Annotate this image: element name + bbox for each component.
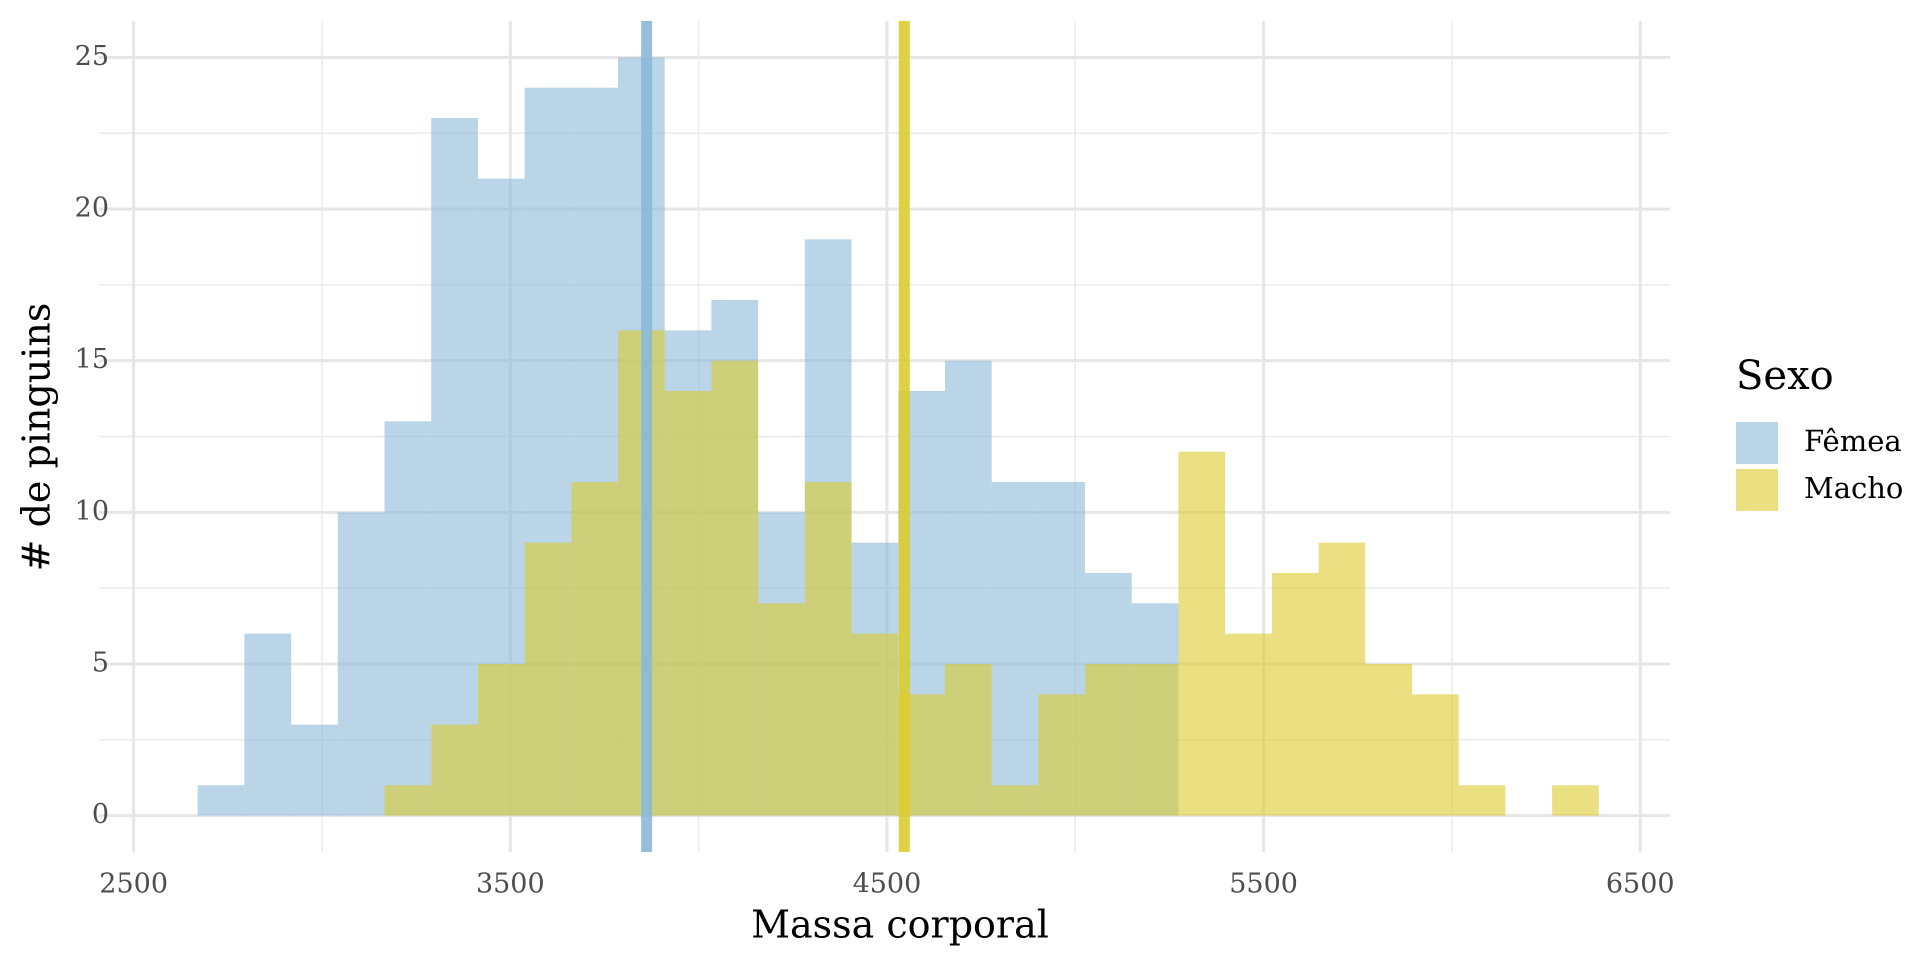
x-tick-label: 2500: [99, 869, 168, 900]
histogram-bar: [1411, 694, 1459, 816]
histogram-bar: [711, 360, 759, 816]
histogram-bar: [664, 391, 712, 816]
histogram-bar: [1458, 785, 1506, 816]
legend-label: Macho: [1804, 471, 1903, 505]
histogram-bar: [1225, 633, 1272, 816]
y-tick-label: 5: [92, 647, 109, 678]
histogram-bar: [1085, 663, 1132, 816]
histogram-bar: [431, 118, 478, 816]
histogram-bar: [384, 785, 432, 816]
y-tick-label: 10: [75, 496, 109, 527]
y-tick-label: 20: [75, 193, 109, 224]
x-tick-label: 3500: [476, 869, 545, 900]
histogram-bar: [244, 633, 292, 816]
histogram-bar: [1552, 785, 1599, 816]
histogram-bar: [571, 481, 619, 816]
legend-swatch: [1736, 469, 1778, 511]
histogram-bar: [1038, 694, 1086, 816]
histogram-bar: [477, 663, 525, 816]
histogram-bar: [1318, 542, 1366, 816]
legend-swatch: [1736, 422, 1778, 464]
histogram-bar: [804, 481, 852, 816]
legend-label: Fêmea: [1804, 424, 1902, 458]
histogram-bar: [197, 785, 245, 816]
histogram-bar: [1178, 451, 1226, 816]
histogram-bar: [944, 663, 992, 816]
histogram-bar: [291, 724, 338, 816]
histogram-bar: [991, 481, 1039, 816]
histogram-bar: [337, 512, 385, 816]
x-tick-label: 5500: [1229, 869, 1298, 900]
histogram-bar: [1131, 663, 1179, 816]
histogram-bar: [1271, 572, 1319, 816]
histogram-bar: [431, 724, 478, 816]
y-tick-label: 0: [92, 799, 109, 830]
y-tick-label: 15: [75, 344, 109, 375]
x-axis-title: Massa corporal: [751, 903, 1049, 947]
histogram-bar: [758, 603, 805, 816]
histogram-bar: [384, 421, 432, 816]
histogram-bar: [1365, 663, 1412, 816]
histogram-bar: [991, 785, 1039, 816]
histogram-bar: [851, 633, 899, 816]
histogram-bar: [524, 542, 572, 816]
y-tick-label: 25: [75, 41, 109, 72]
legend-title: Sexo: [1736, 353, 1834, 399]
x-tick-label: 4500: [853, 869, 922, 900]
y-axis-title: # de pinguins: [15, 303, 59, 572]
x-tick-label: 6500: [1606, 869, 1675, 900]
